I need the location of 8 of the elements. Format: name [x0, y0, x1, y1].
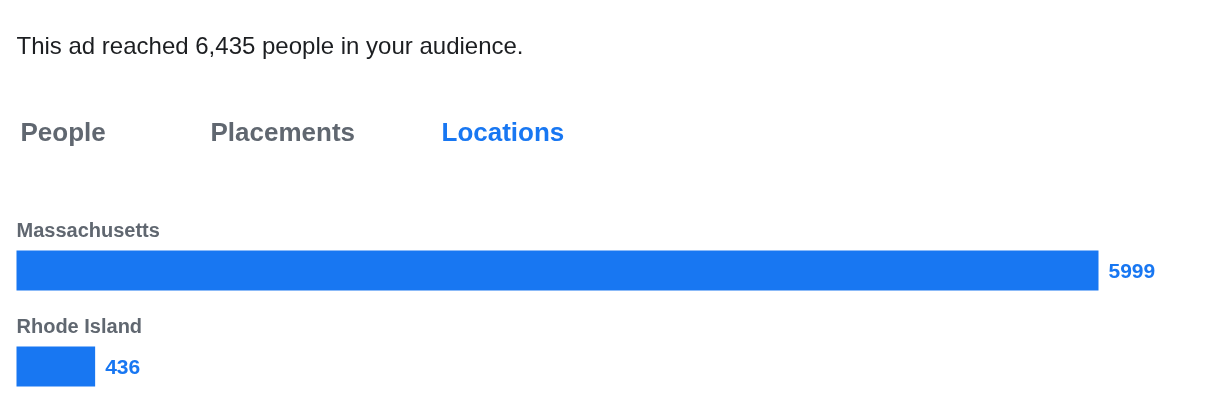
data-label: 5999 [1108, 258, 1156, 282]
text: Locations [441, 116, 565, 147]
chart-title: This ad reached 6,435 people in your audience. [16, 32, 524, 59]
text: People [20, 116, 106, 147]
text: Placements [210, 116, 356, 147]
data-label: 436 [105, 354, 141, 378]
y-tick-label: Rhode Island [16, 314, 143, 337]
y-tick-label: Massachusetts [16, 218, 160, 241]
